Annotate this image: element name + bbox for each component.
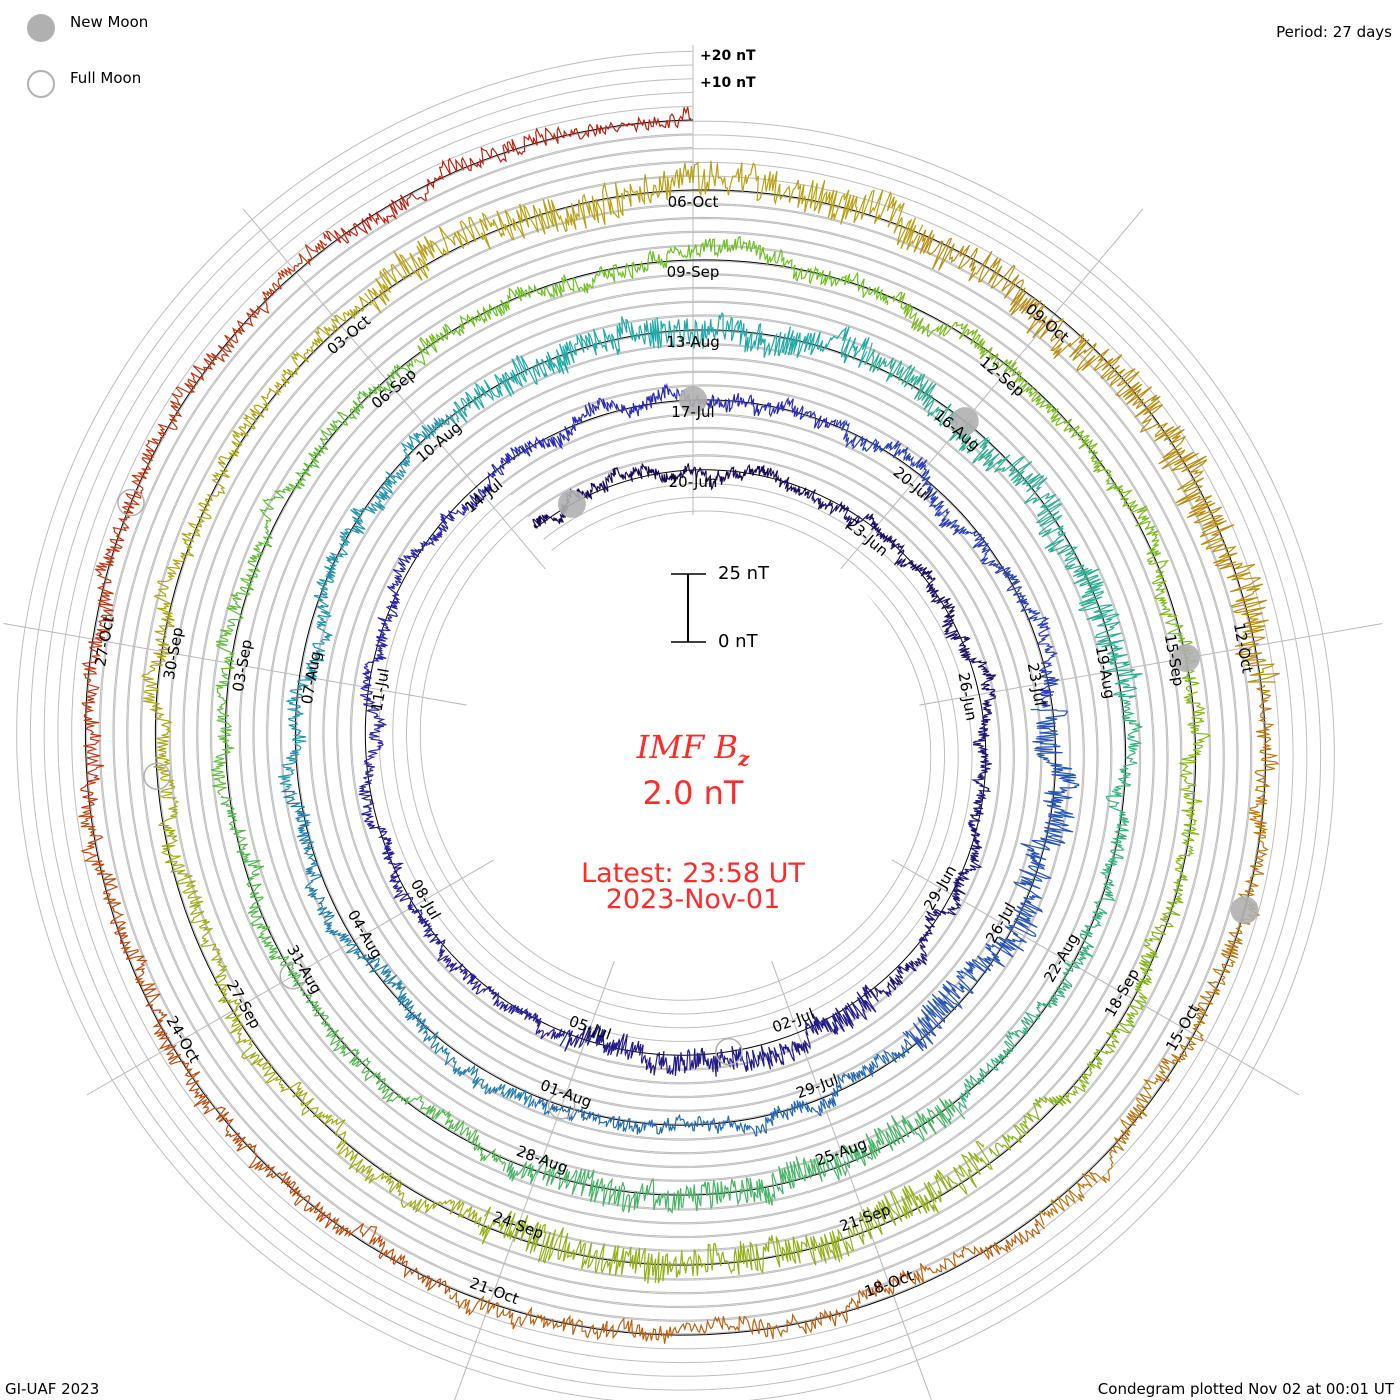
radial-gridline [743,885,932,1400]
date-label: 15-Sep [1161,633,1188,688]
spiral-gridline [57,92,1294,1364]
bz-trace-segment [913,229,1280,683]
new-moon-marker [950,407,979,436]
scale-label-mid: +10 nT [700,75,756,91]
bz-trace-segment [452,311,870,423]
bz-trace-segment [280,788,535,1108]
bz-trace-segment [873,713,992,998]
spiral-gridline [112,147,1239,1309]
bz-trace-segment [864,342,1143,699]
bz-trace-segment [892,292,1200,692]
new-moon-marker [679,386,707,414]
scale-bar-high-label: 25 nT [718,563,770,584]
bz-trace-segment [835,419,1060,708]
latest-time: Latest: 23:58 UT [581,858,805,889]
new-moon-legend-label: New Moon [70,13,149,31]
radial-gridline [242,208,597,631]
bz-trace-segment [449,1218,1045,1344]
date-label: 30-Sep [160,626,187,681]
bz-trace-segment [1039,685,1280,1226]
new-moon-marker [1230,896,1259,925]
spiral-gridline [43,78,1308,1377]
date-label: 20-Jun [669,473,718,491]
radial-gridline [3,622,546,720]
bz-trace-segment [80,239,328,809]
full-moon-marker [279,962,307,990]
full-moon-legend-label: Full Moon [70,69,142,87]
bz-trace-segment [278,413,457,788]
bz-trace-segment [559,984,879,1077]
center-title-sub: z [737,746,750,771]
date-label: 09-Sep [667,263,720,281]
date-label: 17-Jul [671,403,714,421]
date-label: 03-Sep [229,638,256,693]
bz-trace-segment [414,235,889,367]
center-title-main: IMF B [636,728,738,766]
date-label: 07-Aug [298,650,325,706]
bz-trace-segment [359,471,496,780]
credit-label: GI-UAF 2023 [5,1380,100,1398]
current-value: 2.0 nT [642,774,744,812]
scale-label-top: +20 nT [700,48,756,64]
bz-trace-segment [491,382,837,476]
bz-trace-segment [78,809,451,1295]
date-label: 02-Jul [770,1005,817,1037]
full-moon-marker [143,762,171,790]
bz-trace-segment [322,106,692,244]
plotted-label: Condegram plotted Nov 02 at 00:01 UT [1097,1380,1394,1398]
date-label: 19-Aug [1092,644,1119,700]
new-moon-legend-icon [27,14,55,42]
spiral-gridline [29,64,1322,1391]
spiral-gridline [126,160,1225,1295]
spiral-gridline [98,133,1253,1322]
full-moon-legend-icon [27,70,55,98]
bz-trace-segment [364,160,924,314]
full-moon-marker [117,488,145,517]
bz-trace-segment [479,1140,994,1284]
full-moon-marker [547,1091,576,1120]
bz-trace-segment [506,1097,966,1214]
latest-date: 2023-Nov-01 [605,884,781,915]
date-label: 13-Aug [666,333,719,351]
bz-trace-segment [358,779,566,1040]
bz-trace-segment [902,708,1080,1052]
bz-trace-segment [988,691,1211,1157]
zero-line [84,119,1267,1336]
new-moon-marker [557,489,586,518]
scale-bar-low-label: 0 nT [718,631,758,652]
period-label: Period: 27 days [1276,23,1392,41]
date-label: 26-Jun [954,671,980,722]
bz-trace-segment [157,800,482,1228]
full-moon-marker [715,1037,743,1066]
date-label: 11-Jul [368,667,393,713]
spiral-gridline [139,174,1212,1281]
bz-trace-segment [534,1038,913,1137]
center-title: IMF Bz [0,728,1386,770]
bz-trace-segment [210,359,414,795]
new-moon-marker [1171,644,1200,673]
bz-trace-segment [140,295,372,801]
date-label: 14-Jul [461,475,506,517]
date-label: 09-Oct [1022,300,1073,347]
bz-trace-segment [804,489,997,715]
bz-trace-segment [220,795,507,1172]
bz-trace-segment [957,699,1143,1113]
date-label: 06-Oct [668,193,719,211]
center-background [463,515,923,975]
